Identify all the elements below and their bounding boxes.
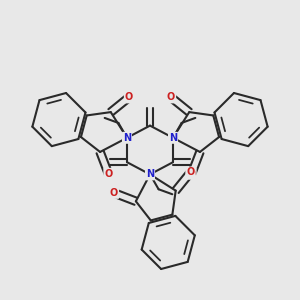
Text: O: O [125,92,133,102]
Text: O: O [110,188,118,198]
Text: O: O [104,169,112,179]
Text: O: O [186,167,194,177]
Text: N: N [123,133,131,143]
Text: N: N [146,169,154,179]
Text: O: O [188,169,196,179]
Text: O: O [167,92,175,102]
Text: N: N [169,133,177,143]
